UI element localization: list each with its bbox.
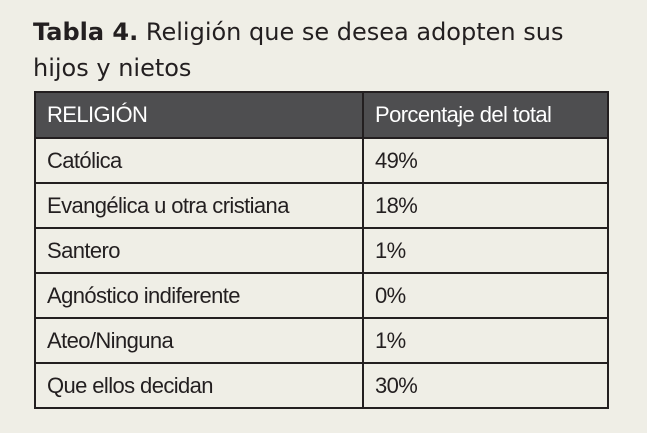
table-title: Religión que se desea adopten sus hijos … <box>33 18 564 82</box>
percentage-cell: 49% <box>362 137 609 184</box>
religion-cell: Católica <box>34 137 364 184</box>
table-row: Católica 49% <box>34 137 609 184</box>
table-header-row: RELIGIÓN Porcentaje del total <box>34 91 609 139</box>
column-header-percentage: Porcentaje del total <box>362 91 609 139</box>
percentage-cell: 30% <box>362 362 609 409</box>
percentage-cell: 1% <box>362 227 609 274</box>
religion-cell: Santero <box>34 227 364 274</box>
percentage-cell: 1% <box>362 317 609 364</box>
table-row: Que ellos decidan 30% <box>34 362 609 409</box>
table-row: Agnóstico indiferente 0% <box>34 272 609 319</box>
percentage-cell: 0% <box>362 272 609 319</box>
religion-table: RELIGIÓN Porcentaje del total Católica 4… <box>34 91 609 409</box>
religion-cell: Ateo/Ninguna <box>34 317 364 364</box>
percentage-cell: 18% <box>362 182 609 229</box>
table-caption: Tabla 4. Religión que se desea adopten s… <box>33 14 623 86</box>
column-header-religion: RELIGIÓN <box>34 91 364 139</box>
table-row: Santero 1% <box>34 227 609 274</box>
table-number: Tabla 4. <box>33 18 139 46</box>
religion-cell: Que ellos decidan <box>34 362 364 409</box>
table-row: Ateo/Ninguna 1% <box>34 317 609 364</box>
table-row: Evangélica u otra cristiana 18% <box>34 182 609 229</box>
religion-cell: Agnóstico indiferente <box>34 272 364 319</box>
religion-cell: Evangélica u otra cristiana <box>34 182 364 229</box>
